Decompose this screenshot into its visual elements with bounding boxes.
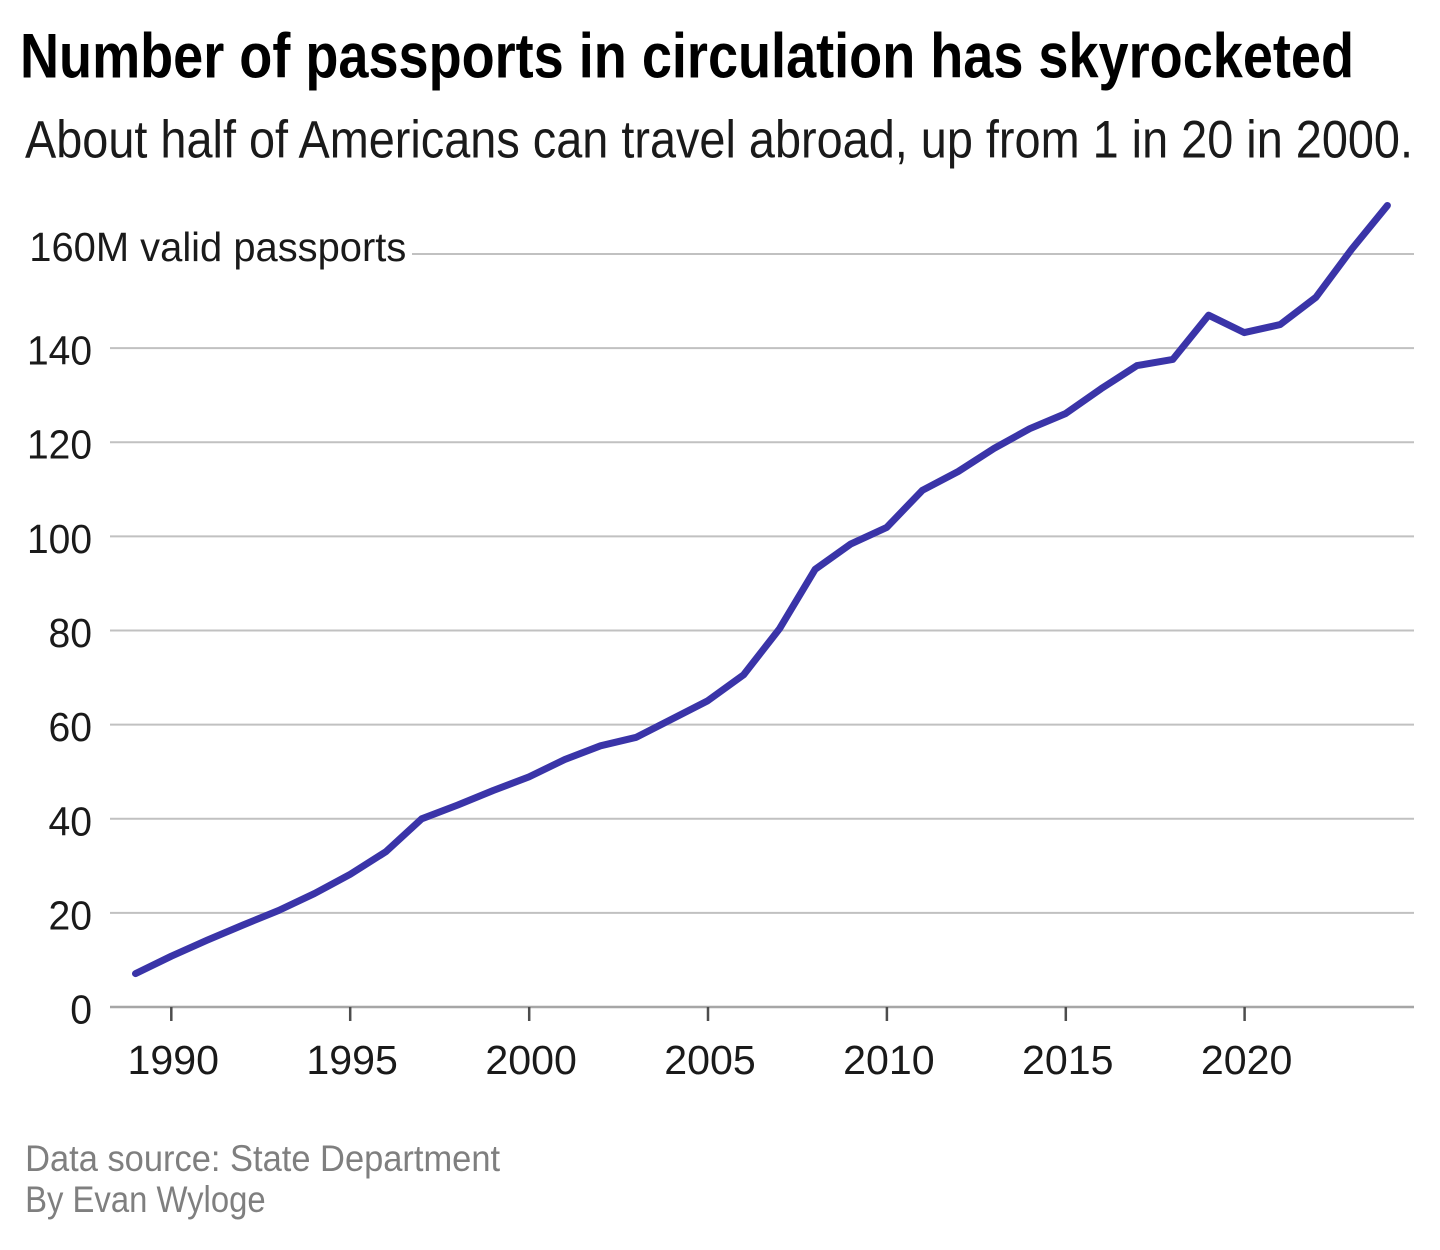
svg-text:Data source: State Department: Data source: State Department bbox=[25, 1138, 501, 1179]
svg-text:By Evan Wyloge: By Evan Wyloge bbox=[25, 1179, 266, 1220]
svg-text:2015: 2015 bbox=[1022, 1037, 1114, 1083]
svg-text:60: 60 bbox=[49, 704, 93, 750]
svg-text:80: 80 bbox=[49, 610, 93, 656]
svg-text:2000: 2000 bbox=[485, 1037, 577, 1083]
svg-text:2010: 2010 bbox=[843, 1037, 935, 1083]
svg-text:140: 140 bbox=[27, 328, 92, 374]
svg-text:160M valid passports: 160M valid passports bbox=[29, 224, 406, 270]
svg-text:2005: 2005 bbox=[664, 1037, 756, 1083]
svg-text:0: 0 bbox=[70, 987, 92, 1033]
svg-text:2020: 2020 bbox=[1201, 1037, 1293, 1083]
svg-text:About half of Americans can tr: About half of Americans can travel abroa… bbox=[25, 111, 1413, 170]
svg-text:Number of passports in circula: Number of passports in circulation has s… bbox=[20, 22, 1354, 92]
svg-text:120: 120 bbox=[27, 422, 92, 468]
svg-text:100: 100 bbox=[27, 516, 92, 562]
svg-text:1990: 1990 bbox=[128, 1037, 220, 1083]
svg-text:20: 20 bbox=[49, 892, 93, 938]
svg-text:40: 40 bbox=[49, 798, 93, 844]
svg-text:1995: 1995 bbox=[306, 1037, 398, 1083]
